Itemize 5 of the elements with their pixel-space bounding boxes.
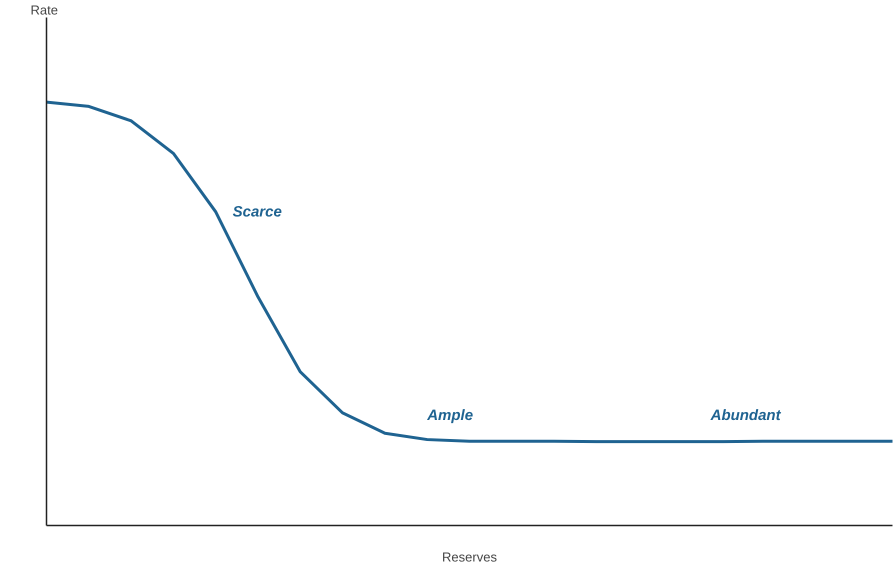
annotation: Ample — [426, 406, 474, 424]
annotation: Abundant — [710, 406, 782, 424]
x-axis-title: Reserves — [442, 550, 498, 564]
text: Rate — [30, 2, 58, 18]
annotation: Scarce — [232, 204, 282, 221]
